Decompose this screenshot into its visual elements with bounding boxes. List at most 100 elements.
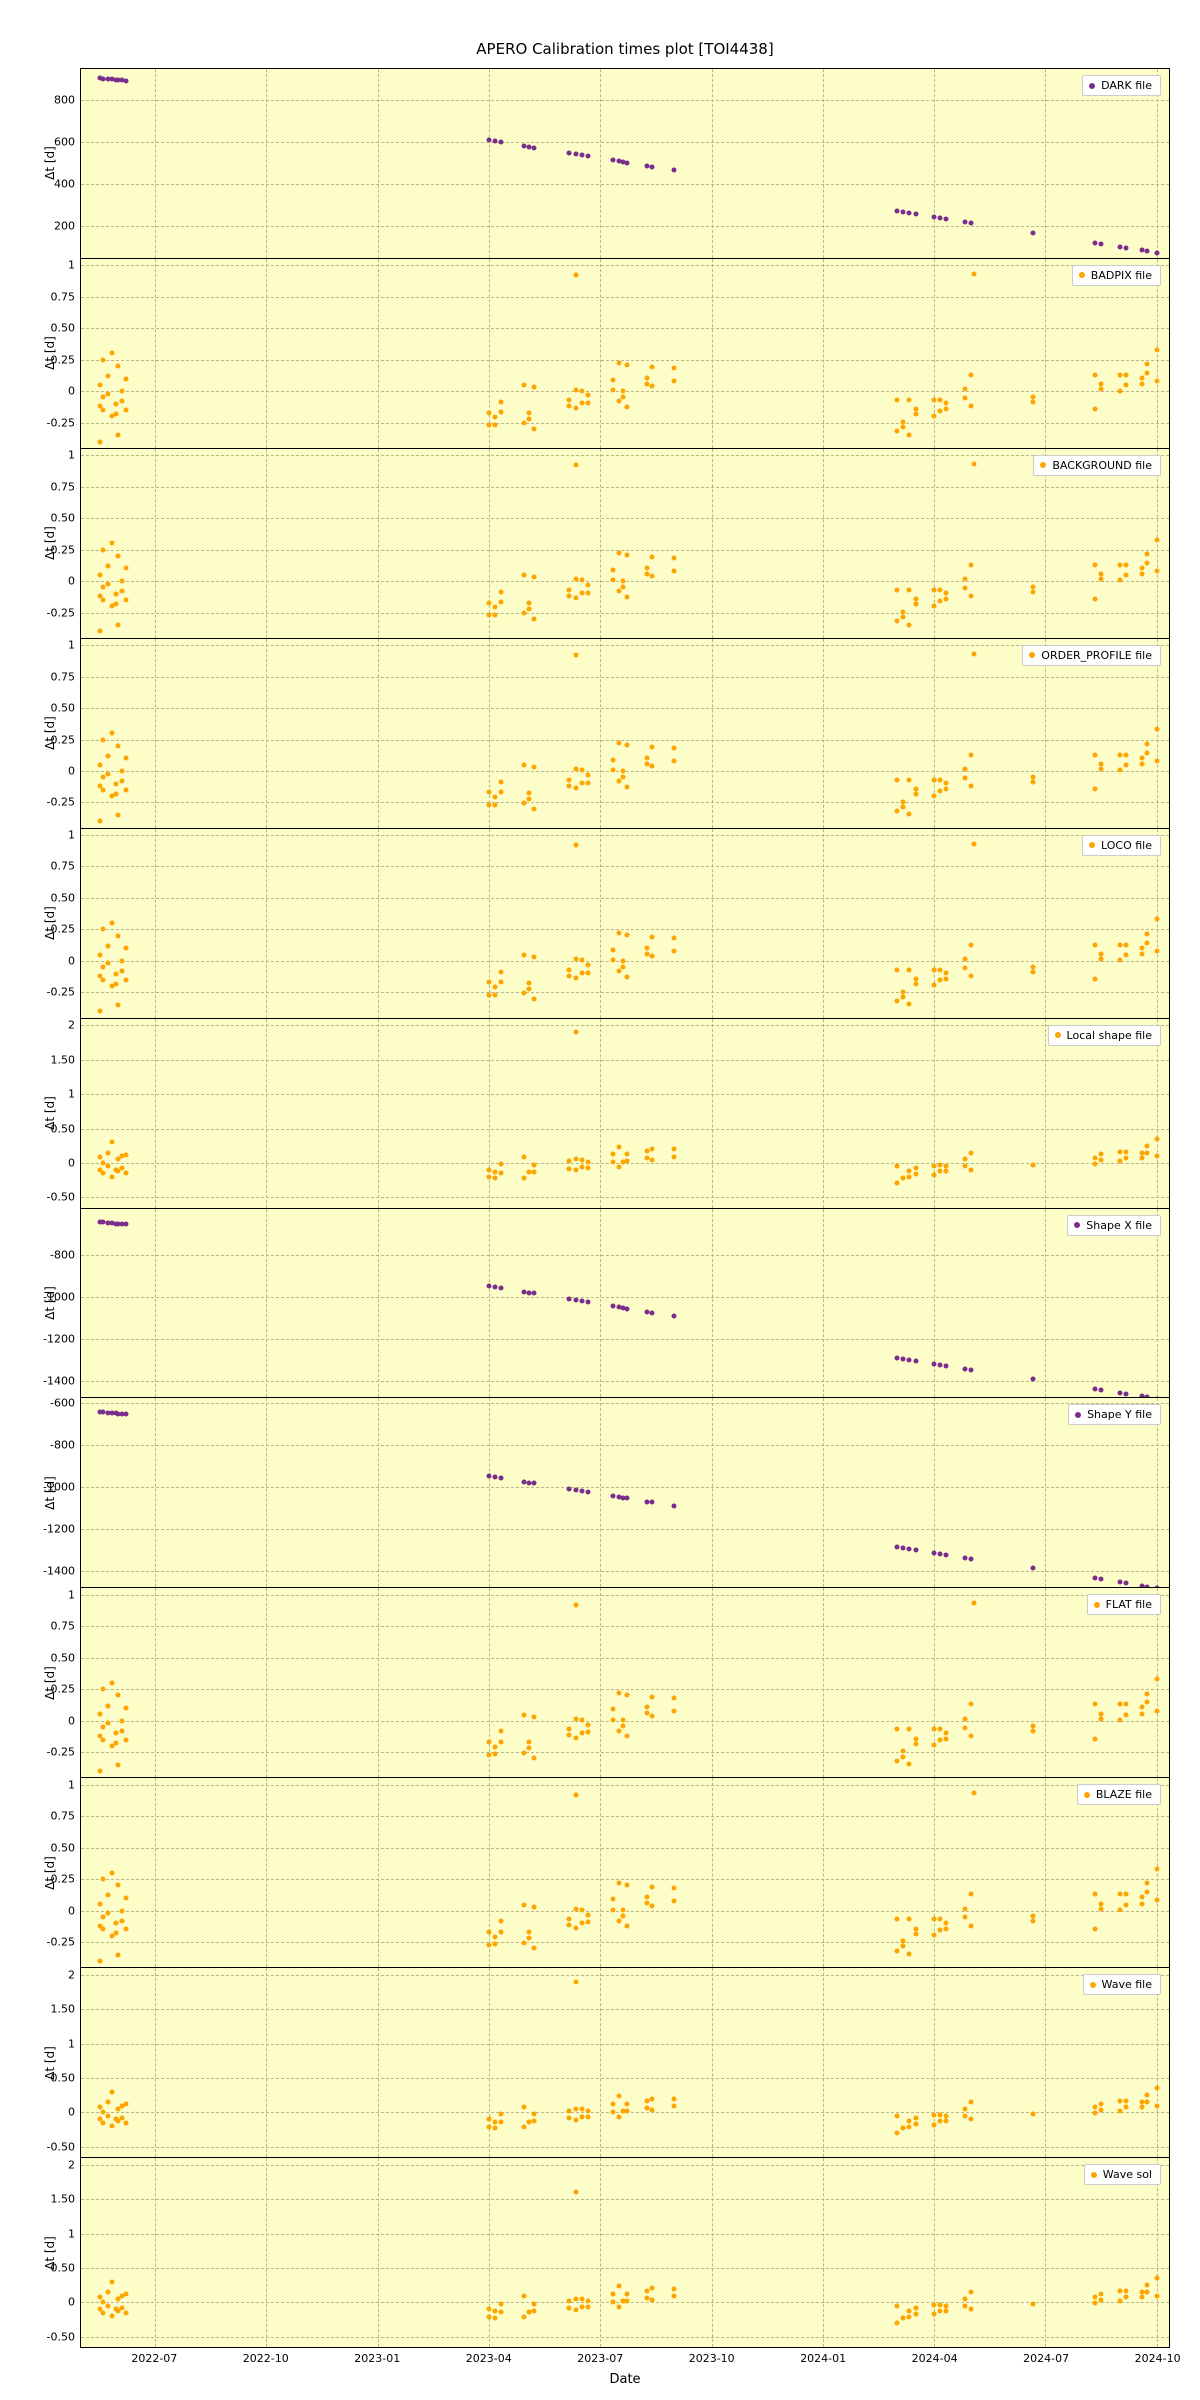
data-point bbox=[616, 1690, 621, 1695]
data-point bbox=[944, 1926, 949, 1931]
data-point bbox=[932, 587, 937, 592]
data-point bbox=[672, 569, 677, 574]
data-point bbox=[573, 152, 578, 157]
data-point bbox=[116, 1762, 121, 1767]
data-point bbox=[1117, 1390, 1122, 1395]
data-point bbox=[938, 587, 943, 592]
data-point bbox=[585, 1920, 590, 1925]
data-point bbox=[913, 602, 918, 607]
data-point bbox=[499, 589, 504, 594]
legend-label: BLAZE file bbox=[1096, 1788, 1152, 1801]
data-point bbox=[1031, 2302, 1036, 2307]
data-point bbox=[521, 990, 526, 995]
data-point bbox=[913, 787, 918, 792]
data-point bbox=[969, 404, 974, 409]
data-point bbox=[969, 752, 974, 757]
data-point bbox=[567, 1917, 572, 1922]
data-point bbox=[963, 1725, 968, 1730]
data-point bbox=[106, 961, 111, 966]
data-point bbox=[895, 397, 900, 402]
data-point bbox=[1099, 2291, 1104, 2296]
data-point bbox=[101, 395, 106, 400]
data-point bbox=[123, 1222, 128, 1227]
data-point bbox=[499, 399, 504, 404]
data-point bbox=[567, 397, 572, 402]
data-point bbox=[1123, 942, 1128, 947]
data-point bbox=[650, 1903, 655, 1908]
data-point bbox=[1031, 779, 1036, 784]
data-point bbox=[650, 2297, 655, 2302]
data-point bbox=[106, 771, 111, 776]
data-point bbox=[573, 1735, 578, 1740]
panel: -0.2500.250.500.751Δt [d]BACKGROUND file bbox=[81, 448, 1169, 638]
legend-label: Shape Y file bbox=[1087, 1408, 1152, 1421]
data-point bbox=[487, 2307, 492, 2312]
data-point bbox=[123, 2120, 128, 2125]
data-point bbox=[1139, 572, 1144, 577]
data-point bbox=[932, 2113, 937, 2118]
data-point bbox=[1144, 249, 1149, 254]
data-point bbox=[1099, 767, 1104, 772]
y-tick-label: 0.75 bbox=[51, 480, 82, 493]
data-point bbox=[1117, 958, 1122, 963]
data-point bbox=[895, 1727, 900, 1732]
data-point bbox=[101, 1171, 106, 1176]
panel: -0.5000.5011.502Δt [d]Wave sol bbox=[81, 2157, 1169, 2347]
data-point bbox=[650, 2286, 655, 2291]
data-point bbox=[645, 1705, 650, 1710]
data-point bbox=[526, 416, 531, 421]
data-point bbox=[1092, 1892, 1097, 1897]
data-point-outlier bbox=[971, 461, 976, 466]
data-point bbox=[901, 2125, 906, 2130]
data-point bbox=[944, 1736, 949, 1741]
data-point bbox=[579, 401, 584, 406]
data-point bbox=[113, 981, 118, 986]
data-point bbox=[1117, 2099, 1122, 2104]
data-point bbox=[106, 2100, 111, 2105]
data-point bbox=[116, 623, 121, 628]
data-point bbox=[585, 1159, 590, 1164]
data-point bbox=[1123, 2105, 1128, 2110]
legend-label: BADPIX file bbox=[1091, 269, 1152, 282]
data-point bbox=[123, 2292, 128, 2297]
data-point bbox=[616, 741, 621, 746]
data-point bbox=[620, 394, 625, 399]
data-point bbox=[487, 1284, 492, 1289]
data-point bbox=[585, 590, 590, 595]
data-point bbox=[531, 616, 536, 621]
data-point bbox=[579, 958, 584, 963]
data-point bbox=[487, 613, 492, 618]
data-point bbox=[487, 1942, 492, 1947]
x-tick-label: 2024-04 bbox=[912, 2352, 958, 2365]
data-point bbox=[1154, 347, 1159, 352]
data-point bbox=[672, 759, 677, 764]
data-point bbox=[1099, 1901, 1104, 1906]
data-point bbox=[97, 762, 102, 767]
data-point bbox=[895, 1181, 900, 1186]
y-tick-label: 2 bbox=[68, 1019, 81, 1032]
data-point bbox=[969, 372, 974, 377]
data-point bbox=[1117, 244, 1122, 249]
data-point bbox=[499, 2301, 504, 2306]
legend-label: BACKGROUND file bbox=[1052, 459, 1152, 472]
data-point bbox=[625, 1734, 630, 1739]
data-point bbox=[610, 1160, 615, 1165]
data-point bbox=[106, 1164, 111, 1169]
y-tick-label: 1 bbox=[68, 1778, 81, 1791]
data-point bbox=[672, 1147, 677, 1152]
data-point bbox=[101, 977, 106, 982]
data-point bbox=[1117, 1580, 1122, 1585]
data-point bbox=[895, 2303, 900, 2308]
data-point bbox=[493, 795, 498, 800]
x-tick-label: 2023-04 bbox=[466, 2352, 512, 2365]
data-point bbox=[573, 1168, 578, 1173]
data-point bbox=[567, 973, 572, 978]
data-point bbox=[969, 2100, 974, 2105]
data-point bbox=[1123, 2099, 1128, 2104]
data-point bbox=[907, 210, 912, 215]
data-point bbox=[579, 2297, 584, 2302]
data-point bbox=[1117, 1717, 1122, 1722]
data-point bbox=[487, 423, 492, 428]
data-point bbox=[672, 2096, 677, 2101]
data-point bbox=[963, 219, 968, 224]
